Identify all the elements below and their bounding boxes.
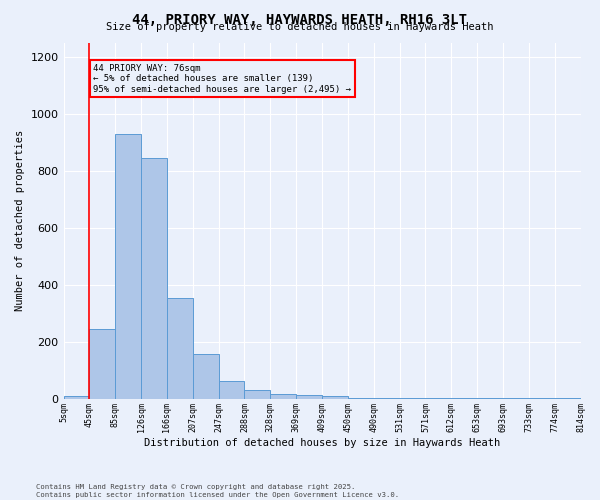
Bar (400, 398, 425, 399)
X-axis label: Distribution of detached houses by size in Haywards Heath: Distribution of detached houses by size … (144, 438, 500, 448)
Bar (64, 396, 89, 399)
Bar (503, 398, 529, 399)
Text: 44, PRIORY WAY, HAYWARDS HEATH, RH16 3LT: 44, PRIORY WAY, HAYWARDS HEATH, RH16 3LT (133, 12, 467, 26)
Bar (322, 396, 348, 399)
Bar (296, 395, 322, 399)
Text: Size of property relative to detached houses in Haywards Heath: Size of property relative to detached ho… (106, 22, 494, 32)
Bar (244, 390, 271, 399)
Text: 44 PRIORY WAY: 76sqm
← 5% of detached houses are smaller (139)
95% of semi-detac: 44 PRIORY WAY: 76sqm ← 5% of detached ho… (93, 64, 351, 94)
Bar (529, 398, 554, 399)
Bar (89, 328, 115, 399)
Bar (554, 398, 581, 399)
Bar (477, 398, 503, 399)
Bar (451, 398, 477, 399)
Bar (218, 380, 244, 399)
Bar (167, 298, 193, 399)
Bar (425, 398, 451, 399)
Bar (115, 134, 141, 399)
Bar (348, 398, 374, 399)
Bar (141, 158, 167, 399)
Text: Contains HM Land Registry data © Crown copyright and database right 2025.
Contai: Contains HM Land Registry data © Crown c… (36, 484, 399, 498)
Y-axis label: Number of detached properties: Number of detached properties (15, 130, 25, 312)
Bar (193, 354, 218, 399)
Bar (271, 394, 296, 399)
Bar (374, 398, 400, 399)
